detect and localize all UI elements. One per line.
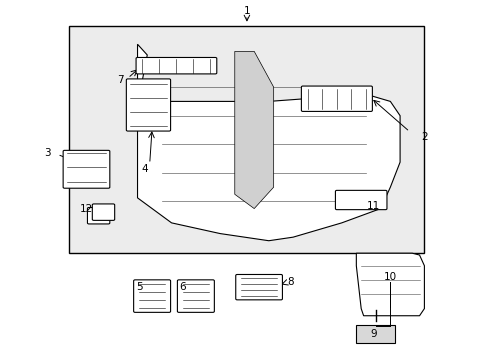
Text: 8: 8 xyxy=(287,277,293,287)
Polygon shape xyxy=(356,253,424,316)
Polygon shape xyxy=(234,51,273,208)
FancyBboxPatch shape xyxy=(63,150,110,188)
Text: 2: 2 xyxy=(420,132,427,142)
Text: 6: 6 xyxy=(179,282,185,292)
Text: 4: 4 xyxy=(141,164,148,174)
Text: 7: 7 xyxy=(117,75,123,85)
FancyBboxPatch shape xyxy=(92,204,115,220)
Text: 10: 10 xyxy=(383,272,396,282)
Text: 3: 3 xyxy=(44,148,51,158)
FancyBboxPatch shape xyxy=(136,58,216,74)
Bar xyxy=(69,26,424,253)
Text: 5: 5 xyxy=(136,282,143,292)
FancyBboxPatch shape xyxy=(133,280,170,312)
Text: 12: 12 xyxy=(80,204,93,214)
FancyBboxPatch shape xyxy=(87,207,110,224)
FancyBboxPatch shape xyxy=(235,274,282,300)
Text: 1: 1 xyxy=(243,6,250,17)
Polygon shape xyxy=(137,44,399,241)
Bar xyxy=(356,325,394,342)
Text: 11: 11 xyxy=(366,201,379,211)
Text: 9: 9 xyxy=(369,329,376,339)
FancyBboxPatch shape xyxy=(301,86,372,111)
FancyBboxPatch shape xyxy=(177,280,214,312)
FancyBboxPatch shape xyxy=(126,79,170,131)
FancyBboxPatch shape xyxy=(335,190,386,210)
